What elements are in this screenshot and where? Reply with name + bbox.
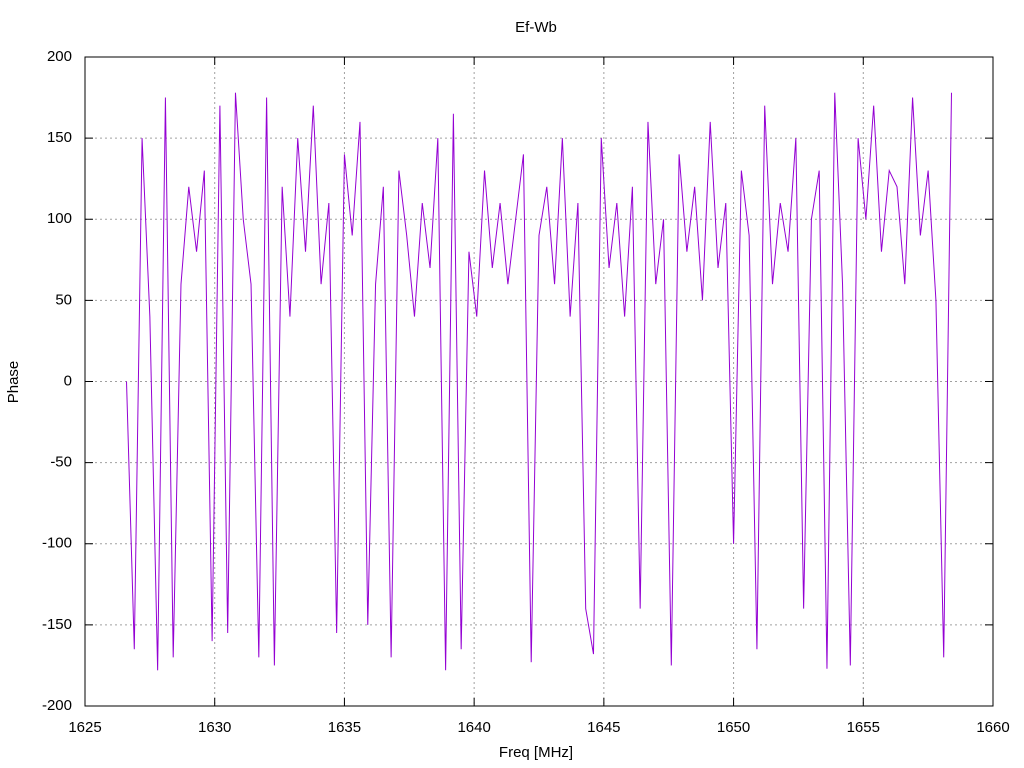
y-tick-label: -200 xyxy=(42,697,72,714)
x-axis-label: Freq [MHz] xyxy=(499,744,573,761)
chart-title: Ef-Wb xyxy=(515,19,557,36)
y-tick-label: -100 xyxy=(42,535,72,552)
x-tick-label: 1650 xyxy=(717,719,750,736)
data-line xyxy=(126,92,952,671)
y-tick-label: 100 xyxy=(47,210,72,227)
x-tick-label: 1660 xyxy=(976,719,1009,736)
y-tick-label: 50 xyxy=(55,291,72,308)
y-tick-label: 200 xyxy=(47,48,72,65)
x-tick-label: 1635 xyxy=(328,719,361,736)
y-axis-label: Phase xyxy=(5,361,22,404)
y-tick-label: -150 xyxy=(42,616,72,633)
x-tick-label: 1655 xyxy=(847,719,880,736)
x-tick-label: 1640 xyxy=(457,719,490,736)
y-tick-label: 0 xyxy=(64,372,72,389)
x-tick-label: 1625 xyxy=(68,719,101,736)
x-tick-label: 1645 xyxy=(587,719,620,736)
y-tick-label: -50 xyxy=(50,454,72,471)
plot-border xyxy=(84,56,994,707)
x-tick-label: 1630 xyxy=(198,719,231,736)
y-tick-label: 150 xyxy=(47,129,72,146)
